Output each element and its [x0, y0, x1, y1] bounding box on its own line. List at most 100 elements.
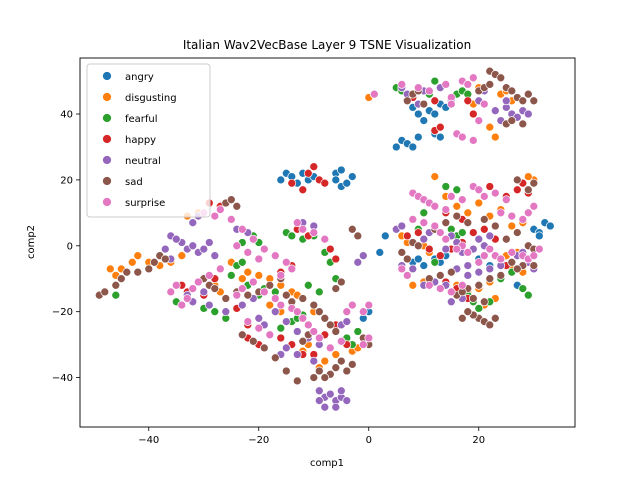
sad-point — [496, 73, 506, 83]
surprise-point — [259, 244, 269, 254]
sad-point — [116, 274, 126, 284]
x-tick-label: −40 — [138, 435, 159, 446]
points-layer — [94, 66, 555, 412]
surprise-point — [320, 234, 330, 244]
sad-point — [468, 294, 478, 303]
surprise-point — [336, 336, 346, 346]
neutral-point — [314, 386, 324, 396]
sad-point — [122, 267, 132, 277]
disgusting-point — [452, 201, 462, 211]
sad-point — [314, 366, 324, 376]
surprise-point — [397, 264, 407, 274]
fearful-point — [226, 271, 236, 280]
surprise-point — [243, 248, 253, 257]
surprise-point — [270, 251, 280, 261]
surprise-point — [523, 208, 533, 218]
surprise-point — [424, 86, 434, 96]
neutral-point — [463, 271, 473, 280]
disgusting-point — [430, 172, 440, 181]
neutral-point — [485, 231, 495, 241]
legend-label-surprise: surprise — [125, 198, 165, 209]
surprise-point — [529, 251, 539, 261]
neutral-point — [358, 251, 368, 261]
surprise-point — [441, 205, 451, 214]
angry-point — [534, 231, 544, 241]
fearful-point — [430, 76, 440, 86]
sad-point — [221, 294, 231, 303]
sad-point — [518, 96, 528, 106]
disgusting-point — [523, 172, 533, 181]
surprise-point — [496, 208, 506, 218]
sad-point — [342, 366, 352, 376]
disgusting-point — [331, 350, 341, 359]
sad-point — [435, 271, 445, 280]
y-tick-label: −40 — [52, 373, 73, 384]
disgusting-point — [490, 132, 500, 142]
sad-point — [501, 234, 511, 244]
fearful-point — [111, 290, 121, 300]
fearful-point — [276, 323, 286, 333]
surprise-point — [507, 248, 517, 257]
angry-point — [380, 231, 390, 241]
surprise-point — [430, 201, 440, 211]
y-tick-label: 0 — [67, 241, 73, 252]
neutral-point — [281, 317, 291, 326]
surprise-point — [435, 284, 445, 293]
sad-point — [485, 320, 495, 330]
y-tick-label: −20 — [52, 307, 73, 318]
y-axis-label: comp2 — [26, 225, 37, 259]
fearful-point — [523, 290, 533, 300]
legend-marker-disgusting — [102, 92, 112, 102]
surprise-point — [358, 307, 368, 317]
disgusting-point — [320, 356, 330, 366]
fearful-point — [237, 257, 247, 267]
disgusting-point — [463, 208, 473, 218]
sad-point — [320, 313, 330, 323]
surprise-point — [452, 244, 462, 254]
legend-marker-neutral — [102, 155, 112, 165]
sad-point — [397, 248, 407, 257]
surprise-point — [243, 317, 253, 326]
angry-point — [336, 165, 346, 175]
sad-point — [281, 366, 291, 376]
disgusting-point — [105, 264, 115, 274]
angry-point — [408, 142, 418, 152]
happy-point — [430, 96, 440, 106]
sad-point — [133, 267, 143, 277]
surprise-point — [457, 280, 467, 290]
neutral-point — [523, 109, 533, 119]
neutral-point — [281, 343, 291, 353]
surprise-point — [424, 280, 434, 290]
sad-point — [298, 294, 308, 303]
surprise-point — [342, 307, 352, 317]
surprise-point — [265, 330, 275, 340]
angry-point — [430, 109, 440, 119]
sad-point — [446, 267, 456, 277]
neutral-point — [446, 297, 456, 307]
neutral-point — [199, 287, 209, 297]
sad-point — [226, 195, 236, 205]
surprise-point — [210, 211, 220, 221]
sad-point — [490, 313, 500, 323]
angry-point — [375, 248, 385, 257]
neutral-point — [204, 300, 214, 310]
sad-point — [529, 261, 539, 270]
neutral-point — [408, 264, 418, 274]
neutral-point — [485, 264, 495, 274]
neutral-point — [419, 234, 429, 244]
fearful-point — [430, 257, 440, 267]
legend-label-disgusting: disgusting — [125, 93, 177, 104]
surprise-point — [254, 254, 264, 264]
angry-point — [413, 132, 423, 142]
sad-point — [485, 80, 495, 89]
surprise-point — [182, 294, 192, 303]
surprise-point — [166, 287, 176, 297]
neutral-point — [210, 251, 220, 261]
neutral-point — [331, 402, 341, 412]
sad-point — [298, 336, 308, 346]
disgusting-point — [408, 280, 418, 290]
angry-point — [413, 109, 423, 119]
neutral-point — [342, 396, 352, 405]
fearful-point — [518, 284, 528, 293]
angry-point — [276, 175, 286, 185]
